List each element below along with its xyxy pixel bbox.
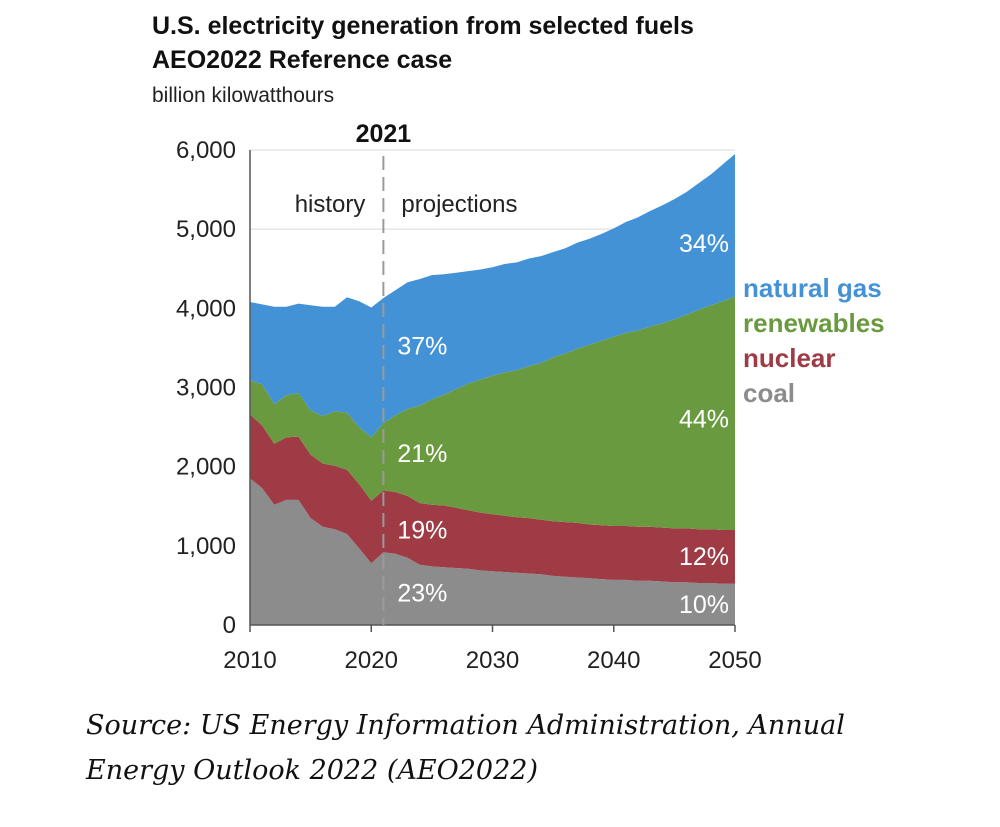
area-coal (250, 478, 735, 625)
x-tick-label: 2010 (223, 647, 276, 674)
x-tick-label: 2040 (587, 647, 640, 674)
y-tick-label: 4,000 (176, 295, 236, 322)
x-tick-label: 2050 (708, 647, 761, 674)
projections-label: projections (401, 191, 517, 218)
area-natural-gas (250, 154, 735, 438)
annotation-natural-gas: 34% (679, 230, 729, 258)
divider-year-label: 2021 (356, 120, 412, 148)
area-nuclear (250, 414, 735, 584)
y-tick-label: 0 (223, 612, 236, 639)
annotation-nuclear: 19% (397, 516, 447, 544)
y-tick-label: 6,000 (176, 137, 236, 164)
annotation-nuclear: 12% (679, 543, 729, 571)
y-tick-label: 5,000 (176, 216, 236, 243)
x-tick-label: 2020 (345, 647, 398, 674)
y-tick-label: 3,000 (176, 375, 236, 402)
history-label: history (295, 191, 366, 218)
legend-coal: coal (743, 378, 795, 408)
source-line-1: Source: US Energy Information Administra… (86, 710, 845, 741)
annotation-renewables: 21% (397, 440, 447, 468)
y-tick-label: 2,000 (176, 454, 236, 481)
source-line-2: Energy Outlook 2022 (AEO2022) (86, 755, 538, 786)
stacked-area-chart: 0 1,000 2,000 3,000 4,000 5,000 6,000 2010 2020 2… (176, 120, 885, 674)
annotation-coal: 10% (679, 591, 729, 619)
x-tick-label: 2030 (466, 647, 519, 674)
area-renewables (250, 296, 735, 530)
legend-renewables: renewables (743, 308, 885, 338)
annotation-renewables: 44% (679, 406, 729, 434)
chart-subtitle: AEO2022 Reference case (152, 46, 453, 74)
annotation-coal: 23% (397, 580, 447, 608)
y-axis-unit-label: billion kilowatthours (152, 84, 335, 107)
chart-title: U.S. electricity generation from selecte… (152, 12, 694, 40)
annotation-natural-gas: 37% (397, 332, 447, 360)
legend-nuclear: nuclear (743, 343, 836, 373)
y-tick-label: 1,000 (176, 533, 236, 560)
legend-natural-gas: natural gas (743, 273, 882, 303)
